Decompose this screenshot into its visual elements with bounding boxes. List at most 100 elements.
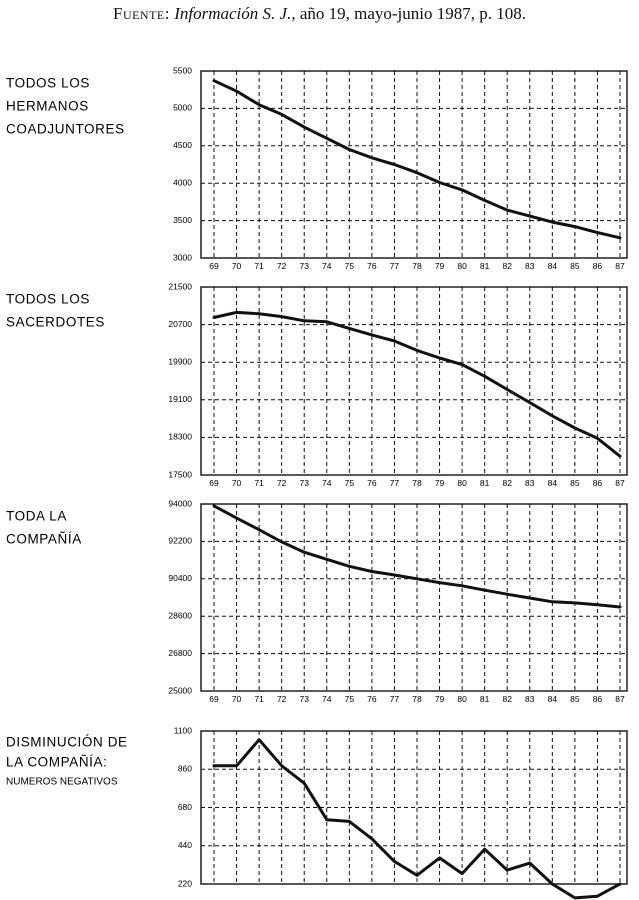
y-tick-label: 18300 xyxy=(168,432,192,442)
x-tick-label: 70 xyxy=(232,694,242,704)
x-tick-label: 71 xyxy=(254,694,264,704)
y-tick-label: 860 xyxy=(178,764,192,774)
series-line xyxy=(212,738,622,900)
chart-2: TODOS LOS SACERDOTES 17500 18300 19100 19900 2… xyxy=(6,281,628,488)
chart-title-line: SACERDOTES xyxy=(6,315,105,330)
chart-title-line: LA COMPAÑÍA: xyxy=(6,755,107,770)
x-tick-label: 78 xyxy=(412,261,422,271)
x-tick-label: 82 xyxy=(502,694,512,704)
x-tick-label: 84 xyxy=(548,694,558,704)
x-tick-label: 77 xyxy=(390,478,400,488)
y-tick-label: 4000 xyxy=(173,177,192,187)
y-tick-label: 4500 xyxy=(173,140,192,150)
x-tick-label: 86 xyxy=(593,261,603,271)
x-tick-label: 83 xyxy=(525,261,535,271)
chart-title-line: COADJUNTORES xyxy=(6,122,125,137)
x-tick-label: 76 xyxy=(367,478,377,488)
x-tick-label: 73 xyxy=(299,261,309,271)
series-line xyxy=(212,310,622,458)
series-line xyxy=(212,79,622,240)
x-tick-label: 78 xyxy=(412,694,422,704)
y-tick-label: 5000 xyxy=(173,103,192,113)
x-tick-label: 84 xyxy=(548,478,558,488)
x-tick-label: 69 xyxy=(209,478,219,488)
y-tick-label: 220 xyxy=(178,878,192,888)
x-tick-label: 76 xyxy=(367,261,377,271)
y-tick-label: 3000 xyxy=(173,252,192,262)
x-tick-label: 75 xyxy=(345,478,355,488)
x-tick-label: 87 xyxy=(615,694,625,704)
y-tick-label: 28600 xyxy=(168,610,192,620)
x-tick-label: 74 xyxy=(322,478,332,488)
x-tick-label: 86 xyxy=(593,478,603,488)
x-tick-label: 83 xyxy=(525,478,535,488)
x-tick-label: 75 xyxy=(345,694,355,704)
y-tick-label: 25000 xyxy=(168,685,192,695)
chart-title-line: TODA LA xyxy=(6,509,67,524)
plot-frame xyxy=(200,730,628,885)
x-tick-label: 85 xyxy=(570,694,580,704)
x-tick-label: 70 xyxy=(232,261,242,271)
chart-subtitle: NUMEROS NEGATIVOS xyxy=(6,776,118,787)
x-tick-label: 74 xyxy=(322,694,332,704)
x-tick-label: 72 xyxy=(277,261,287,271)
y-tick-label: 19900 xyxy=(168,356,192,366)
chart-title-line: TODOS LOS xyxy=(6,76,90,91)
x-tick-label: 87 xyxy=(615,478,625,488)
x-tick-label: 79 xyxy=(435,478,445,488)
y-tick-label: 20700 xyxy=(168,319,192,329)
series-line xyxy=(212,504,622,609)
x-tick-label: 79 xyxy=(435,261,445,271)
y-tick-label: 1100 xyxy=(174,725,193,735)
source-citation: Fuente: Información S. J., año 19, mayo-… xyxy=(0,4,639,24)
plot-frame xyxy=(200,503,628,692)
chart-4: DISMINUCIÓN DE LA COMPAÑÍA: NUMEROS NEGATI… xyxy=(6,725,628,900)
x-tick-label: 71 xyxy=(254,478,264,488)
x-tick-label: 72 xyxy=(277,478,287,488)
plot-frame xyxy=(200,286,628,476)
x-tick-label: 82 xyxy=(502,261,512,271)
chart-title-line: TODOS LOS xyxy=(6,292,90,307)
x-tick-label: 72 xyxy=(277,694,287,704)
x-tick-label: 73 xyxy=(299,478,309,488)
source-lead: Fuente: xyxy=(112,4,170,23)
y-tick-label: 94000 xyxy=(168,498,192,508)
x-tick-label: 73 xyxy=(299,694,309,704)
y-tick-label: 21500 xyxy=(168,281,192,291)
x-tick-label: 81 xyxy=(480,261,490,271)
x-tick-label: 69 xyxy=(209,694,219,704)
chart-title-line: HERMANOS xyxy=(6,99,89,114)
x-tick-label: 81 xyxy=(480,694,490,704)
chart-3: TODA LA COMPAÑÍA 25000 26800 28600 90400 92200… xyxy=(6,498,628,704)
chart-title-line: DISMINUCIÓN DE xyxy=(6,735,128,750)
source-publication: Información S. J. xyxy=(174,4,292,23)
x-tick-label: 78 xyxy=(412,478,422,488)
x-tick-label: 79 xyxy=(435,694,445,704)
x-tick-label: 84 xyxy=(548,261,558,271)
y-tick-label: 90400 xyxy=(168,573,192,583)
x-tick-label: 74 xyxy=(322,261,332,271)
x-tick-label: 81 xyxy=(480,478,490,488)
y-tick-label: 5500 xyxy=(173,65,192,75)
x-tick-label: 76 xyxy=(367,694,377,704)
x-tick-label: 82 xyxy=(502,478,512,488)
y-tick-label: 26800 xyxy=(168,648,192,658)
x-tick-label: 87 xyxy=(615,261,625,271)
x-tick-label: 70 xyxy=(232,478,242,488)
chart-1: TODOS LOS HERMANOS COADJUNTORES 3000 3500 400… xyxy=(6,65,628,271)
x-tick-label: 85 xyxy=(570,478,580,488)
x-tick-label: 85 xyxy=(570,261,580,271)
x-tick-label: 69 xyxy=(209,261,219,271)
x-tick-label: 71 xyxy=(254,261,264,271)
y-tick-label: 680 xyxy=(178,802,192,812)
x-tick-label: 80 xyxy=(457,261,467,271)
y-tick-label: 3500 xyxy=(173,215,192,225)
x-tick-label: 86 xyxy=(593,694,603,704)
x-tick-label: 77 xyxy=(390,694,400,704)
chart-title-line: COMPAÑÍA xyxy=(6,532,82,547)
plot-frame xyxy=(200,70,628,259)
y-tick-label: 440 xyxy=(178,840,192,850)
y-tick-label: 17500 xyxy=(168,469,192,479)
x-tick-label: 77 xyxy=(390,261,400,271)
